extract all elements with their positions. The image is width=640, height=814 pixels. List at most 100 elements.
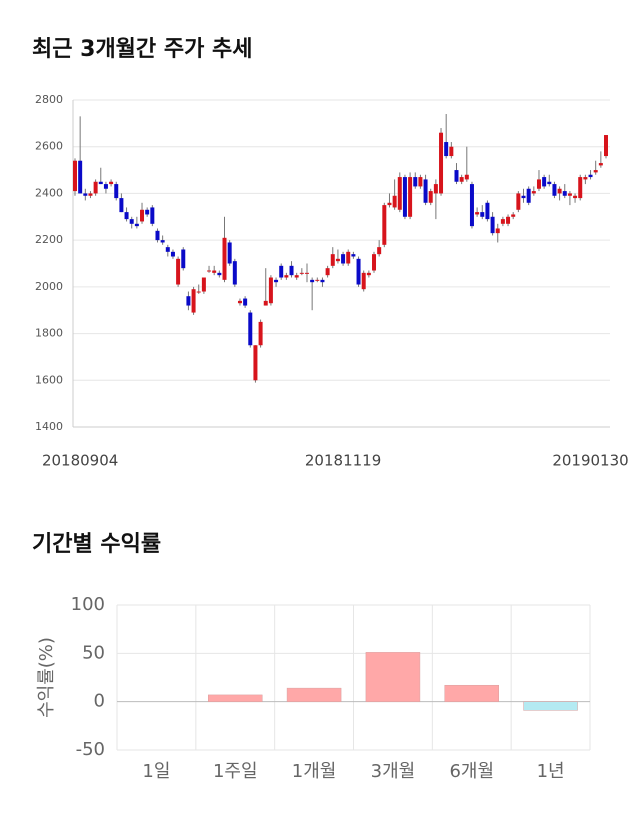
candle-body — [335, 258, 340, 262]
candle-body — [521, 195, 526, 199]
candle-body — [490, 216, 495, 234]
candle-body — [356, 258, 361, 285]
x-tick-label: 6개월 — [449, 761, 494, 782]
candle-body — [372, 254, 377, 271]
y-tick-label: 1400 — [35, 420, 63, 433]
candle-body — [284, 275, 289, 278]
candle-body — [464, 174, 469, 180]
x-tick-label: 1개월 — [292, 761, 337, 782]
candle-body — [361, 272, 366, 290]
candle-body — [289, 265, 294, 276]
bar — [208, 694, 263, 702]
candle-body — [531, 191, 536, 194]
candle-body — [542, 177, 547, 187]
candle-body — [263, 300, 268, 306]
candle-body — [444, 142, 449, 157]
candle-body — [232, 261, 237, 285]
candle-body — [392, 195, 397, 208]
y-tick-label: 2400 — [35, 186, 63, 199]
candle-body — [351, 254, 356, 257]
y-tick-label: 1600 — [35, 373, 63, 386]
chart-title: 최근 3개월간 주가 추세 — [32, 37, 252, 62]
candle-body — [176, 258, 181, 285]
candle-body — [196, 291, 201, 293]
candle-body — [500, 219, 505, 224]
candle-body — [423, 179, 428, 203]
candle-body — [325, 268, 330, 276]
candle-body — [511, 214, 516, 217]
candle-body — [93, 181, 98, 194]
candle-body — [506, 216, 511, 224]
y-tick-label: 0 — [94, 691, 105, 712]
candle-body — [526, 188, 531, 203]
y-tick-label: 2600 — [35, 140, 63, 153]
candle-body — [402, 177, 407, 217]
candle-body — [191, 289, 196, 313]
candle-body — [88, 193, 93, 196]
x-tick-label: 20181119 — [305, 452, 381, 470]
candle-body — [480, 212, 485, 217]
candle-body — [583, 177, 588, 180]
candle-body — [433, 184, 438, 194]
candle-body — [119, 198, 124, 213]
candle-body — [98, 181, 103, 185]
candle-body — [387, 202, 392, 206]
candle-body — [382, 205, 387, 245]
y-tick-label: -50 — [76, 739, 105, 760]
chart-title: 기간별 수익률 — [32, 532, 161, 557]
candle-body — [475, 212, 480, 215]
candle-body — [516, 193, 521, 210]
candle-body — [258, 321, 263, 346]
candle-body — [248, 312, 253, 346]
candle-body — [567, 193, 572, 196]
candle-body — [145, 209, 150, 215]
bar — [444, 684, 499, 702]
y-tick-label: 1800 — [35, 327, 63, 340]
candle-body — [598, 163, 603, 166]
candle-body — [578, 177, 583, 199]
candle-body — [536, 179, 541, 189]
candle-body — [485, 202, 490, 220]
candle-body — [253, 345, 258, 381]
candle-body — [299, 272, 304, 274]
candle-body — [304, 272, 309, 274]
candle-body — [103, 184, 108, 189]
candle-body — [140, 209, 145, 222]
x-tick-label: 1일 — [142, 761, 170, 782]
candle-body — [109, 181, 114, 185]
candle-body — [274, 279, 279, 283]
y-tick-label: 2000 — [35, 280, 63, 293]
candle-body — [557, 188, 562, 194]
candle-body — [593, 170, 598, 173]
candle-body — [227, 242, 232, 264]
y-tick-label: 2200 — [35, 233, 63, 246]
candle-body — [124, 212, 129, 220]
candle-body — [604, 135, 608, 157]
candle-body — [439, 132, 444, 194]
candle-body — [366, 272, 371, 276]
candle-body — [495, 228, 500, 234]
candle-body — [294, 275, 299, 278]
candle-body — [150, 207, 155, 224]
bar — [286, 687, 342, 702]
candle-body — [547, 181, 552, 185]
bar — [523, 701, 578, 711]
candle-body — [341, 254, 346, 264]
candle-body — [330, 254, 335, 266]
candle-body — [588, 174, 593, 178]
candle-body — [155, 230, 160, 241]
candle-body — [114, 184, 119, 199]
candle-body — [83, 193, 88, 196]
candle-body — [469, 184, 474, 227]
candle-body — [413, 177, 418, 187]
candle-body — [552, 184, 557, 196]
candle-body — [243, 298, 248, 306]
candle-body — [459, 177, 464, 182]
candle-body — [454, 170, 459, 182]
candle-body — [573, 195, 578, 199]
candle-body — [237, 300, 242, 304]
candle-body — [134, 223, 139, 227]
candle-body — [222, 237, 227, 280]
candle-body — [165, 247, 170, 252]
